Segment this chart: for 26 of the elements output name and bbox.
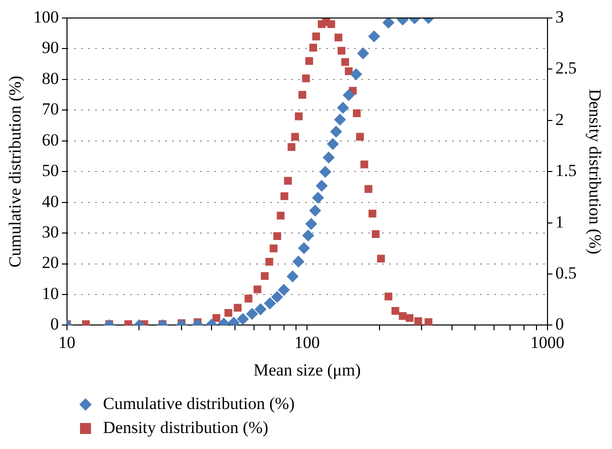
y-tick-label: 20 <box>42 253 59 272</box>
x-axis-title: Mean size (μm) <box>253 360 361 380</box>
y-tick-label: 60 <box>42 130 59 150</box>
x-tick-label: 10 <box>58 332 76 352</box>
legend-label: Density distribution (%) <box>103 418 268 438</box>
y2-axis-title: Density distribution (%) <box>585 88 604 254</box>
y2-tick-label: 1.5 <box>555 161 577 180</box>
y2-tick-label: 0.5 <box>555 263 577 282</box>
y-tick-label: 70 <box>42 100 59 119</box>
y2-tick-label: 2 <box>555 110 564 129</box>
legend-label: Cumulative distribution (%) <box>103 394 295 414</box>
y-tick-label: 90 <box>42 38 59 58</box>
y-tick-label: 40 <box>42 192 59 211</box>
y-axis-title: Cumulative distribution (%) <box>6 76 25 268</box>
x-tick-label: 1000 <box>530 332 564 352</box>
y2-tick-label: 1 <box>555 212 564 232</box>
y-tick-label: 80 <box>42 68 59 88</box>
x-tick-label: 100 <box>294 332 320 352</box>
y2-tick-label: 3 <box>555 7 564 26</box>
y-tick-label: 10 <box>42 284 59 303</box>
y-tick-label: 100 <box>33 7 59 26</box>
y-tick-label: 30 <box>42 222 59 242</box>
y-tick-label: 50 <box>42 161 59 180</box>
y2-tick-label: 2.5 <box>555 58 577 78</box>
y-tick-label: 0 <box>50 314 59 334</box>
y2-tick-label: 0 <box>555 314 564 334</box>
